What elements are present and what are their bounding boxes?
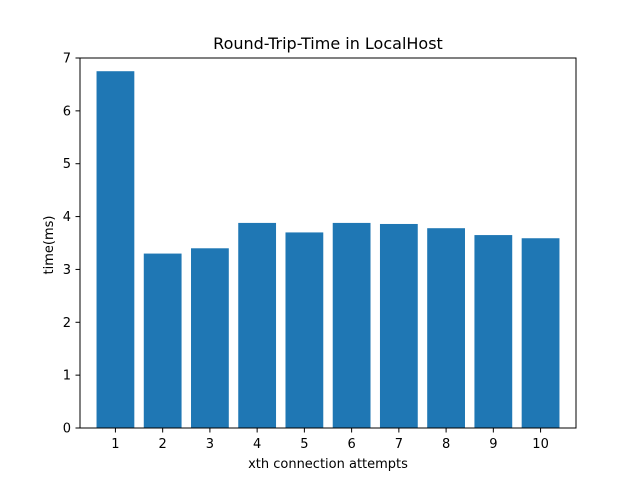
bar-3 xyxy=(191,248,229,428)
y-tick-label-0: 0 xyxy=(63,422,71,437)
bar-9 xyxy=(474,235,513,428)
y-tick-label-1: 1 xyxy=(63,369,71,384)
bar-10 xyxy=(521,238,560,428)
axes-layer: 1 2 3 4 5 6 7 8 9 10 0 1 2 3 4 5 6 7 xyxy=(63,52,577,452)
x-tick-label-4: 4 xyxy=(253,437,261,452)
x-tick-label-7: 7 xyxy=(395,437,403,452)
y-tick-label-4: 4 xyxy=(63,210,71,225)
bar-4 xyxy=(238,222,277,428)
x-tick-label-6: 6 xyxy=(347,437,355,452)
y-axis-label: time(ms) xyxy=(42,216,57,275)
bar-2 xyxy=(143,253,182,428)
x-tick-label-1: 1 xyxy=(111,437,119,452)
bar-8 xyxy=(427,228,465,428)
plot-frame xyxy=(79,57,577,429)
bar-7 xyxy=(379,223,418,428)
bar-6 xyxy=(332,222,371,428)
bar-5 xyxy=(285,232,324,428)
bars-layer xyxy=(96,71,560,428)
x-axis-label: xth connection attempts xyxy=(248,457,408,472)
bar-1 xyxy=(96,71,135,428)
x-tick-label-8: 8 xyxy=(442,437,450,452)
y-tick-label-3: 3 xyxy=(63,263,71,278)
chart-title: Round-Trip-Time in LocalHost xyxy=(213,34,443,53)
x-tick-label-5: 5 xyxy=(300,437,308,452)
x-tick-label-9: 9 xyxy=(489,437,497,452)
y-tick-label-6: 6 xyxy=(63,104,71,119)
y-tick-label-7: 7 xyxy=(63,52,71,67)
y-tick-label-5: 5 xyxy=(63,157,71,172)
y-tick-label-2: 2 xyxy=(63,316,71,331)
x-tick-label-2: 2 xyxy=(159,437,167,452)
x-tick-label-10: 10 xyxy=(532,437,549,452)
x-tick-label-3: 3 xyxy=(206,437,214,452)
